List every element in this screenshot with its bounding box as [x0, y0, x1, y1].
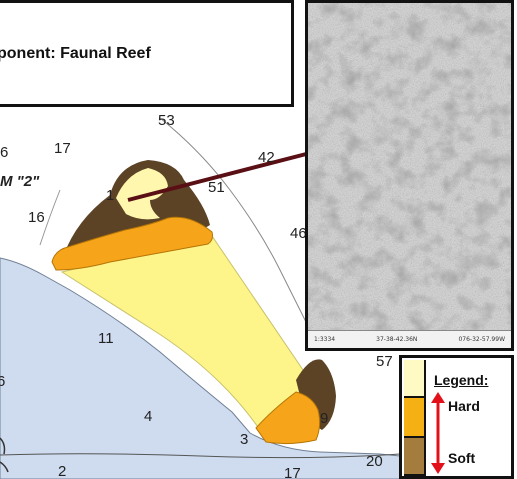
- land-area: [0, 257, 401, 479]
- sonar-scale: 1:3334: [314, 336, 336, 343]
- depth-contour-2: [39, 189, 61, 246]
- legend-title: Legend:: [434, 372, 489, 388]
- sonar-longitude: 076-32-57.99W: [458, 336, 505, 343]
- legend-swatch-soft: [404, 438, 426, 476]
- depth-label: 9: [320, 410, 328, 427]
- depth-label: 1: [106, 187, 114, 204]
- depth-label: 20: [366, 453, 383, 470]
- title-box: ponent: Faunal Reef: [0, 0, 294, 107]
- depth-label: 17: [284, 465, 301, 479]
- depth-label: 4: [144, 408, 152, 425]
- depth-label: 57: [376, 353, 393, 370]
- page-title: ponent: Faunal Reef: [0, 45, 151, 62]
- shoreline-contour: [0, 453, 401, 459]
- reef-orange-north: [51, 216, 213, 271]
- depth-label: 17: [54, 140, 71, 157]
- sonar-image: [308, 3, 511, 336]
- depth-label: 2: [58, 463, 66, 479]
- wreck-symbol: [0, 437, 9, 473]
- sonar-latitude: 37-38-42.36N: [376, 336, 418, 343]
- hard-soft-arrow-icon: [431, 392, 445, 474]
- sonar-image-panel: 1:3334 37-38-42.36N 076-32-57.99W: [305, 0, 514, 351]
- depth-label: 11: [98, 330, 114, 347]
- depth-contour: [159, 117, 321, 351]
- reef-light-north: [116, 168, 168, 220]
- legend: Legend: Hard Soft: [399, 355, 514, 479]
- buoy-label: M "2": [0, 173, 40, 190]
- legend-swatch-medium: [404, 398, 426, 438]
- depth-label: 42: [258, 149, 275, 166]
- reef-orange-south: [255, 391, 321, 445]
- depth-label: 3: [240, 431, 248, 448]
- pointer-arrow: [127, 150, 315, 202]
- legend-hard-label: Hard: [448, 398, 480, 414]
- depth-label: 6: [0, 373, 5, 390]
- legend-swatch-hard: [404, 360, 426, 398]
- depth-label: 51: [208, 179, 225, 196]
- sonar-footer: 1:3334 37-38-42.36N 076-32-57.99W: [308, 330, 511, 348]
- depth-label: 16: [28, 209, 45, 226]
- legend-soft-label: Soft: [448, 450, 476, 466]
- depth-label: 53: [158, 112, 175, 129]
- depth-label: 6: [0, 144, 8, 161]
- depth-label: 46: [290, 225, 307, 242]
